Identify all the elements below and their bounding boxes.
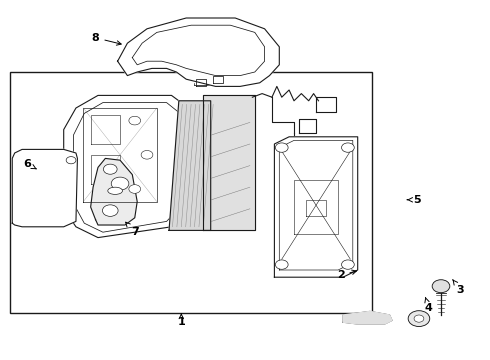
Circle shape bbox=[129, 185, 141, 193]
Text: 4: 4 bbox=[425, 297, 433, 313]
Circle shape bbox=[342, 143, 354, 152]
Ellipse shape bbox=[108, 187, 122, 194]
Text: 6: 6 bbox=[23, 159, 36, 169]
Polygon shape bbox=[274, 137, 358, 277]
Circle shape bbox=[414, 315, 424, 322]
Text: 3: 3 bbox=[453, 280, 465, 295]
Polygon shape bbox=[343, 311, 392, 324]
Polygon shape bbox=[12, 149, 77, 227]
Text: 2: 2 bbox=[337, 270, 356, 280]
Circle shape bbox=[342, 260, 354, 269]
Text: 5: 5 bbox=[407, 195, 420, 205]
Polygon shape bbox=[169, 101, 211, 230]
Bar bbox=[10, 72, 372, 313]
Circle shape bbox=[432, 280, 450, 293]
Circle shape bbox=[408, 311, 430, 327]
Text: 8: 8 bbox=[92, 33, 121, 45]
Text: 7: 7 bbox=[125, 222, 139, 237]
Circle shape bbox=[66, 157, 76, 164]
Circle shape bbox=[275, 143, 288, 152]
Circle shape bbox=[111, 177, 129, 190]
Circle shape bbox=[275, 260, 288, 269]
Circle shape bbox=[102, 205, 118, 216]
Polygon shape bbox=[64, 95, 203, 238]
Polygon shape bbox=[118, 18, 279, 86]
Text: 1: 1 bbox=[177, 314, 185, 327]
Circle shape bbox=[129, 116, 141, 125]
Circle shape bbox=[103, 164, 117, 174]
Circle shape bbox=[141, 150, 153, 159]
Polygon shape bbox=[91, 158, 137, 225]
Polygon shape bbox=[203, 95, 255, 230]
